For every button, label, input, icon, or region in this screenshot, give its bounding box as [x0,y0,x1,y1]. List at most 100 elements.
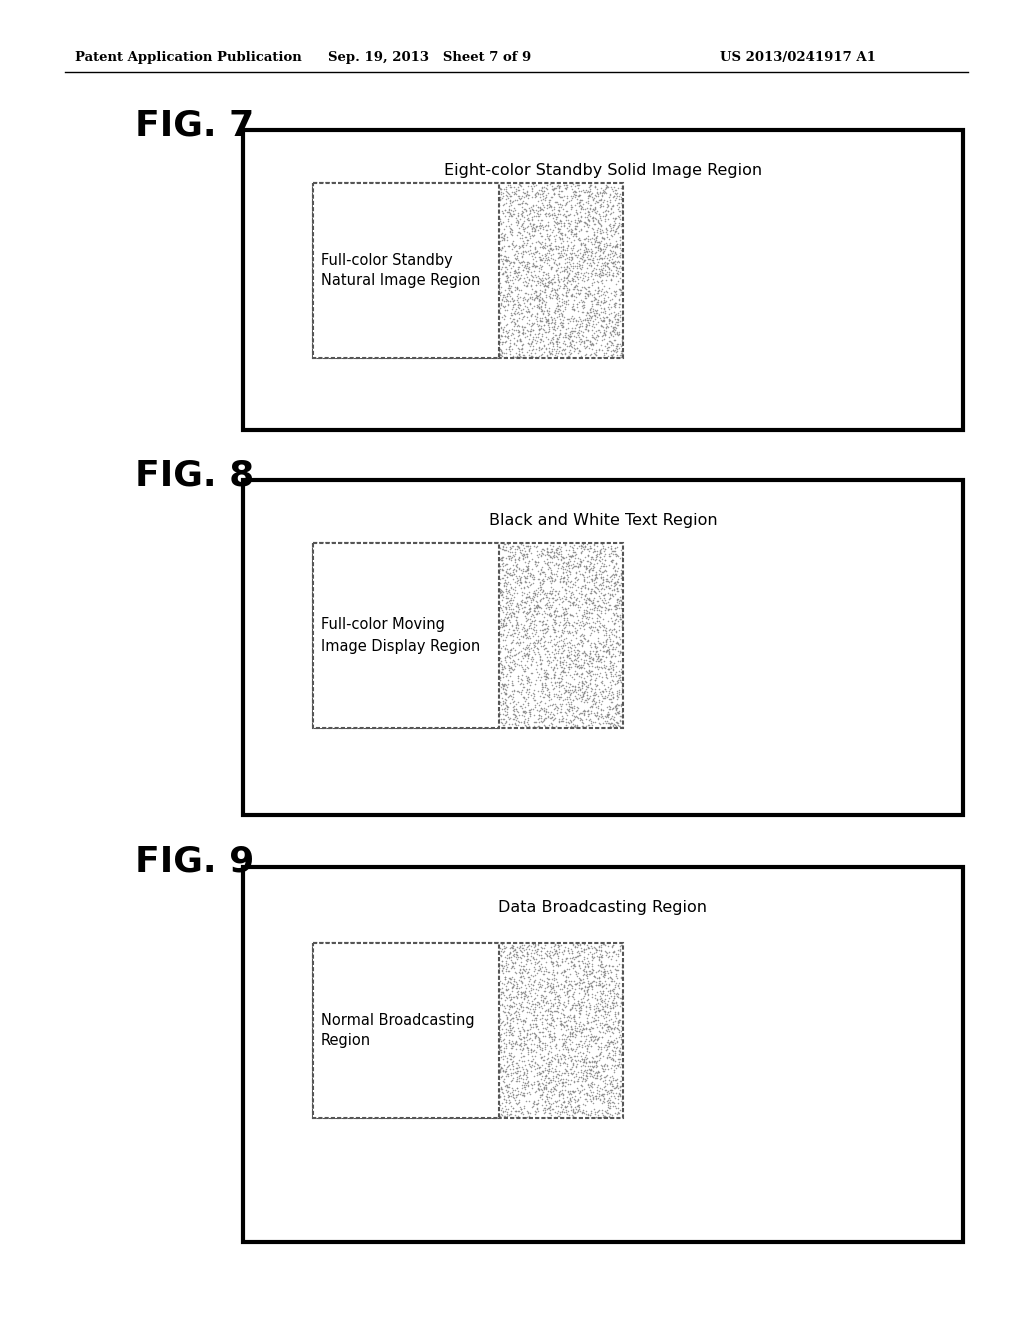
Point [412,1071,428,1092]
Point [598,1102,614,1123]
Point [589,968,605,989]
Point [372,675,388,696]
Point [341,957,357,978]
Point [418,715,434,737]
Point [441,236,458,257]
Point [377,593,393,614]
Point [546,214,562,235]
Point [583,1064,599,1085]
Point [581,203,597,224]
Point [502,969,518,990]
Point [438,264,455,285]
Point [319,624,336,645]
Point [337,1014,353,1035]
Point [316,1015,333,1036]
Point [540,655,556,676]
Point [505,936,521,957]
Point [400,1101,417,1122]
Point [599,256,615,277]
Point [410,576,426,597]
Point [563,948,580,969]
Point [562,973,579,994]
Point [379,586,395,607]
Point [375,1034,391,1055]
Point [360,319,377,341]
Point [402,624,419,645]
Point [550,583,566,605]
Point [402,1061,419,1082]
Point [391,205,408,226]
Point [582,1085,598,1106]
Point [610,713,627,734]
Point [463,1007,479,1028]
Point [442,639,459,660]
Point [543,197,559,218]
Point [306,689,323,710]
Point [461,640,477,661]
Point [496,659,512,680]
Point [486,682,503,704]
Point [549,672,565,693]
Point [310,556,327,577]
Point [447,562,464,583]
Point [493,954,509,975]
Point [508,210,524,231]
Point [469,573,485,594]
Point [354,1032,371,1053]
Point [397,1069,414,1090]
Point [396,590,413,611]
Point [480,609,497,630]
Point [536,561,552,582]
Point [444,953,461,974]
Point [581,209,597,230]
Point [605,1034,622,1055]
Point [341,644,357,665]
Point [591,560,607,581]
Point [492,219,508,240]
Point [466,974,482,995]
Point [510,321,526,342]
Point [545,180,561,201]
Point [342,623,358,644]
Point [532,995,549,1016]
Point [340,669,356,690]
Point [593,597,609,618]
Point [404,651,421,672]
Point [596,182,612,203]
Point [458,663,474,684]
Point [567,568,584,589]
Point [501,985,517,1006]
Point [396,578,413,599]
Point [361,962,378,983]
Point [311,611,328,632]
Point [365,651,381,672]
Point [468,535,484,556]
Point [591,203,607,224]
Point [364,325,380,346]
Point [329,1098,345,1119]
Point [516,218,532,239]
Point [534,177,550,198]
Point [548,331,564,352]
Point [575,972,592,993]
Point [425,1043,441,1064]
Point [395,268,412,289]
Point [423,685,439,706]
Point [309,267,326,288]
Point [590,709,606,730]
Point [565,994,582,1015]
Point [481,706,498,727]
Point [529,681,546,702]
Point [321,640,337,661]
Point [468,314,484,335]
Point [504,536,520,557]
Point [546,982,562,1003]
Point [431,579,447,601]
Point [505,346,521,367]
Point [335,214,351,235]
Point [481,544,498,565]
Point [358,1063,375,1084]
Point [387,276,403,297]
Point [514,1016,530,1038]
Point [339,195,355,216]
